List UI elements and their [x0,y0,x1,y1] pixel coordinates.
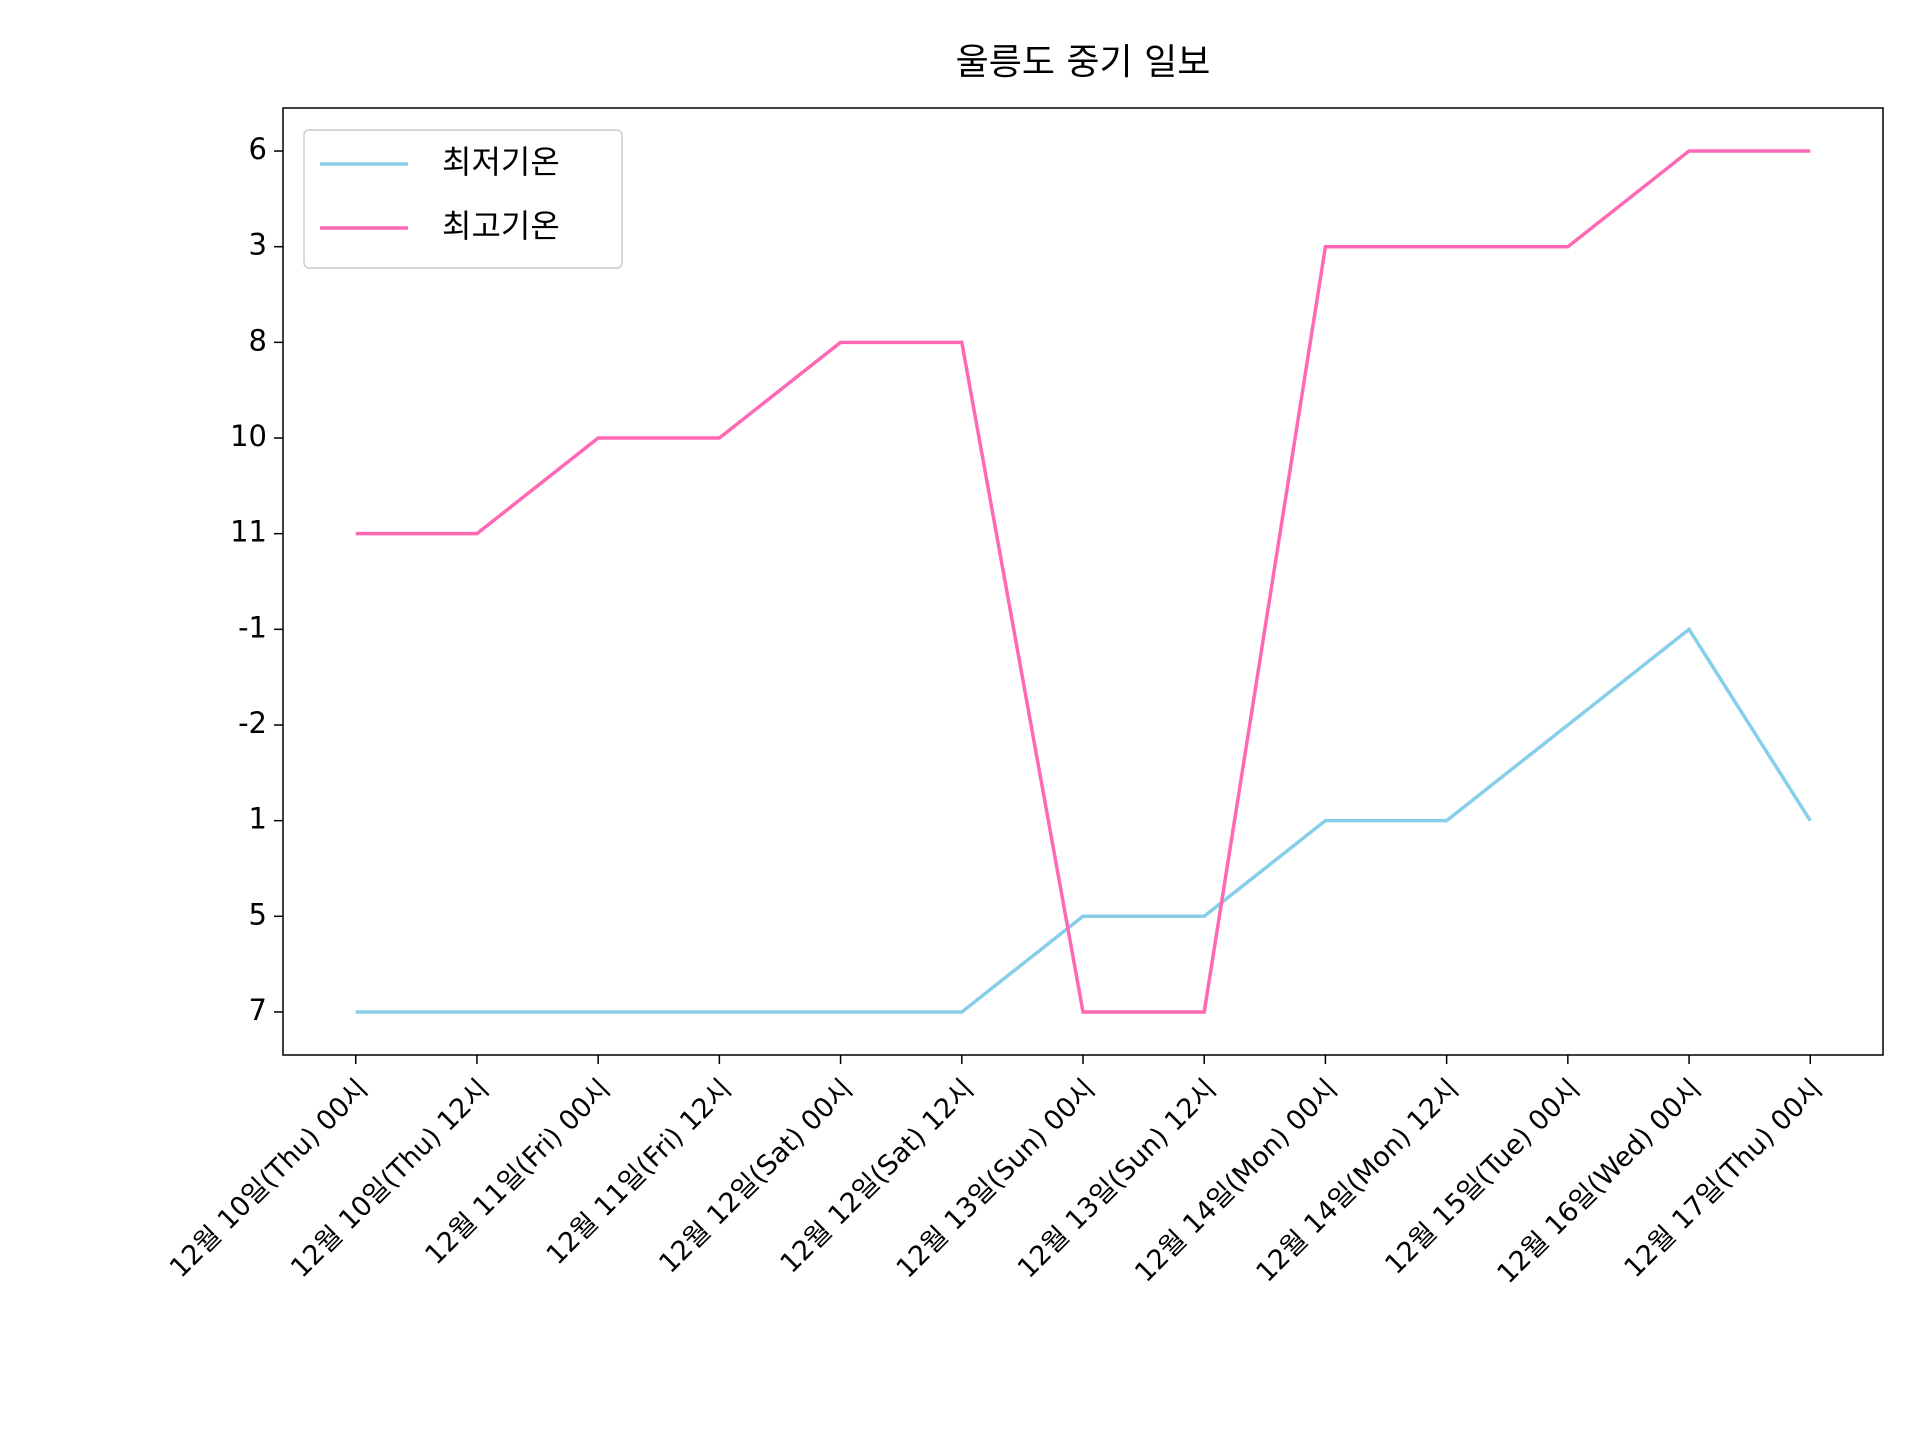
y-tick-label: 11 [230,515,267,549]
y-tick-label: 10 [230,419,267,453]
series-line [355,149,1811,1014]
y-tick-label: -2 [238,706,267,740]
x-tick-label: 12월 15일(Tue) 00시 [1379,1074,1586,1281]
x-tick-label: 12월 14일(Mon) 00시 [1129,1074,1344,1289]
x-tick-label: 12월 17일(Thu) 00시 [1618,1074,1828,1284]
y-tick-label: 1 [249,802,267,836]
y-tick-label: 3 [249,228,267,262]
x-tick-label: 12월 16일(Wed) 00시 [1491,1074,1707,1290]
y-tick-label: 6 [249,132,267,166]
x-tick-label: 12월 10일(Thu) 00시 [164,1074,374,1284]
x-tick-label: 12월 13일(Sun) 00시 [891,1074,1102,1285]
chart-title: 울릉도 중기 일보 [956,42,1211,83]
legend-label: 최저기온 [442,143,560,181]
y-tick-label: -1 [238,610,267,644]
x-tick-label: 12월 10일(Thu) 12시 [285,1074,495,1284]
x-tick-label: 12월 13일(Sun) 12시 [1012,1074,1223,1285]
y-tick-label: 8 [249,323,267,357]
series-line [355,626,1812,1014]
legend-label: 최고기온 [442,207,560,245]
y-tick-label: 5 [249,897,267,931]
x-tick-label: 12월 14일(Mon) 12시 [1250,1074,1465,1289]
y-tick-label: 7 [249,993,267,1027]
